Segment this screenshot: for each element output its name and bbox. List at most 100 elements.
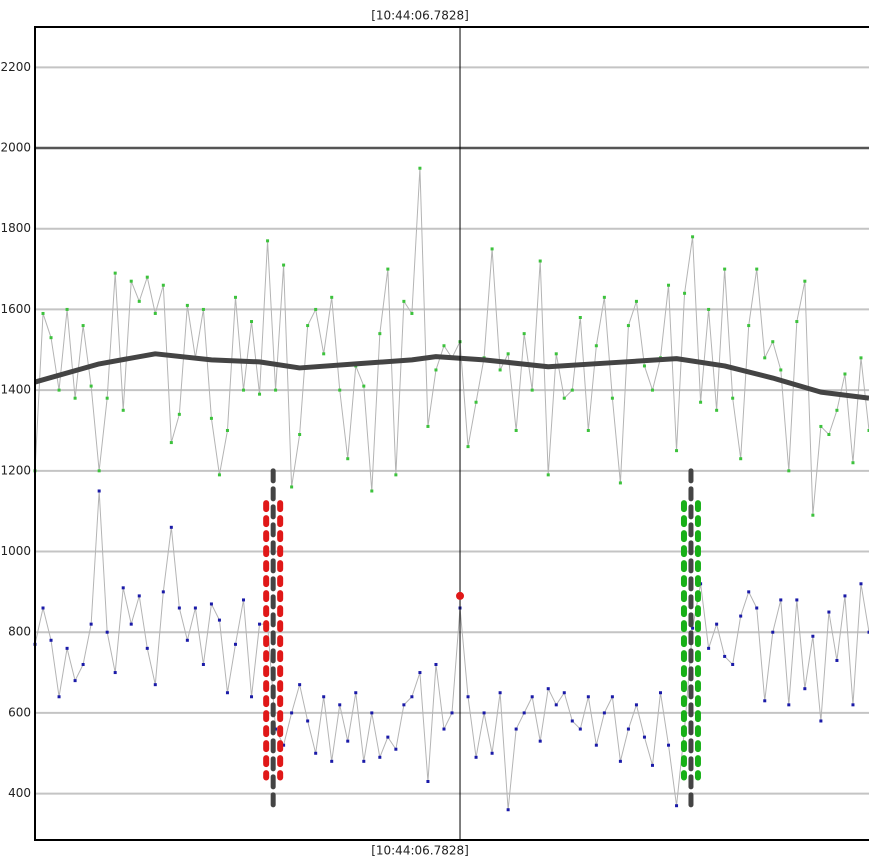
data-point bbox=[747, 590, 750, 593]
data-point bbox=[274, 389, 277, 392]
data-point bbox=[330, 760, 333, 763]
data-point bbox=[611, 695, 614, 698]
data-point bbox=[499, 691, 502, 694]
cursor-point bbox=[456, 592, 464, 600]
data-point bbox=[50, 336, 53, 339]
data-point bbox=[451, 711, 454, 714]
data-point bbox=[250, 320, 253, 323]
data-point bbox=[667, 744, 670, 747]
data-point bbox=[467, 445, 470, 448]
data-point bbox=[835, 659, 838, 662]
data-point bbox=[563, 397, 566, 400]
data-point bbox=[715, 623, 718, 626]
data-point bbox=[154, 683, 157, 686]
data-point bbox=[827, 433, 830, 436]
data-point bbox=[819, 425, 822, 428]
data-point bbox=[851, 461, 854, 464]
data-point bbox=[787, 469, 790, 472]
data-point bbox=[507, 352, 510, 355]
data-point bbox=[779, 598, 782, 601]
data-point bbox=[42, 607, 45, 610]
data-point bbox=[843, 594, 846, 597]
data-point bbox=[178, 413, 181, 416]
data-point bbox=[707, 647, 710, 650]
data-point bbox=[66, 647, 69, 650]
data-point bbox=[811, 514, 814, 517]
y-tick-label: 1000 bbox=[0, 544, 31, 558]
data-point bbox=[763, 699, 766, 702]
data-point bbox=[234, 296, 237, 299]
data-point bbox=[218, 473, 221, 476]
data-point bbox=[298, 433, 301, 436]
data-point bbox=[226, 691, 229, 694]
data-point bbox=[442, 728, 445, 731]
data-point bbox=[130, 280, 133, 283]
data-point bbox=[186, 639, 189, 642]
data-point bbox=[314, 752, 317, 755]
data-point bbox=[499, 368, 502, 371]
data-point bbox=[691, 235, 694, 238]
y-tick-label: 600 bbox=[8, 705, 31, 719]
data-point bbox=[651, 764, 654, 767]
data-point bbox=[475, 401, 478, 404]
data-point bbox=[418, 167, 421, 170]
data-point bbox=[42, 312, 45, 315]
data-point bbox=[370, 489, 373, 492]
data-point bbox=[547, 473, 550, 476]
data-point bbox=[242, 598, 245, 601]
data-point bbox=[731, 663, 734, 666]
data-point bbox=[859, 356, 862, 359]
data-point bbox=[603, 711, 606, 714]
data-point bbox=[90, 623, 93, 626]
data-point bbox=[426, 425, 429, 428]
data-point bbox=[643, 736, 646, 739]
data-point bbox=[354, 691, 357, 694]
data-point bbox=[122, 409, 125, 412]
y-tick-label: 1600 bbox=[0, 302, 31, 316]
data-point bbox=[811, 635, 814, 638]
data-point bbox=[226, 429, 229, 432]
data-point bbox=[50, 639, 53, 642]
data-point bbox=[218, 619, 221, 622]
data-point bbox=[202, 663, 205, 666]
data-point bbox=[491, 247, 494, 250]
data-point bbox=[595, 344, 598, 347]
data-point bbox=[779, 368, 782, 371]
data-point bbox=[258, 393, 261, 396]
data-point bbox=[555, 352, 558, 355]
data-point bbox=[378, 332, 381, 335]
data-point bbox=[467, 695, 470, 698]
data-point bbox=[667, 284, 670, 287]
data-point bbox=[138, 594, 141, 597]
data-point bbox=[194, 607, 197, 610]
data-point bbox=[835, 409, 838, 412]
data-point bbox=[795, 320, 798, 323]
data-point bbox=[138, 300, 141, 303]
data-point bbox=[707, 308, 710, 311]
data-point bbox=[234, 643, 237, 646]
y-tick-label: 2000 bbox=[0, 141, 31, 155]
data-point bbox=[282, 264, 285, 267]
data-point bbox=[74, 679, 77, 682]
data-point bbox=[619, 481, 622, 484]
data-point bbox=[162, 590, 165, 593]
data-point bbox=[771, 631, 774, 634]
data-point bbox=[98, 469, 101, 472]
data-point bbox=[290, 485, 293, 488]
data-point bbox=[819, 719, 822, 722]
data-point bbox=[627, 728, 630, 731]
data-point bbox=[146, 647, 149, 650]
data-point bbox=[402, 703, 405, 706]
data-point bbox=[619, 760, 622, 763]
data-point bbox=[683, 292, 686, 295]
y-tick-label: 1200 bbox=[0, 463, 31, 477]
data-point bbox=[579, 316, 582, 319]
data-point bbox=[162, 284, 165, 287]
data-point bbox=[266, 239, 269, 242]
data-point bbox=[338, 389, 341, 392]
data-point bbox=[587, 429, 590, 432]
data-point bbox=[346, 457, 349, 460]
data-point bbox=[507, 808, 510, 811]
data-point bbox=[739, 457, 742, 460]
